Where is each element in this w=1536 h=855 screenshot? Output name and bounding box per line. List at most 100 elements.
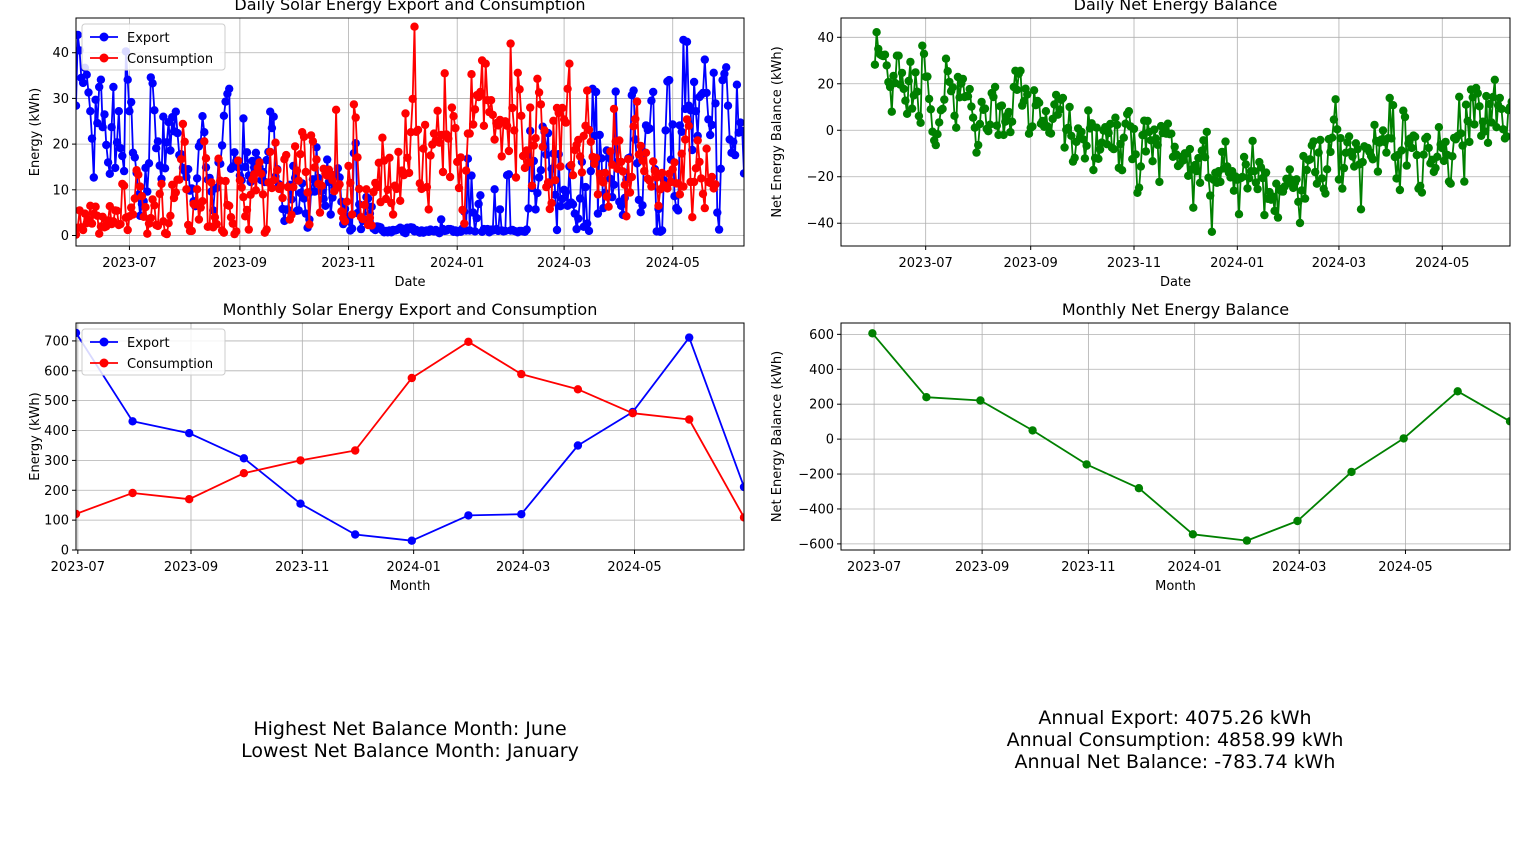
data-point [490,185,499,194]
data-point [328,193,337,202]
data-point [526,103,535,112]
data-point [611,87,620,96]
data-point [638,156,647,165]
data-point [1485,99,1494,109]
data-point [870,60,880,69]
data-point [718,75,727,85]
summary-annual: Annual Export: 4075.26 kWh Annual Consum… [905,707,1445,773]
data-point [76,328,81,338]
data-point [407,536,416,545]
data-point [941,54,951,63]
data-point [469,120,478,129]
highest-month-text: Highest Net Balance Month: June [253,718,567,740]
data-point [538,142,547,151]
chart-title: Daily Solar Energy Export and Consumptio… [234,0,585,14]
data-point [1019,97,1029,106]
data-point [440,69,449,78]
data-point [984,127,993,136]
data-point [162,229,171,239]
data-point [901,96,910,105]
data-point [1029,86,1039,95]
data-point [700,203,709,213]
data-point [137,192,147,201]
data-point [899,84,908,94]
series-line [874,31,1510,233]
data-point [1411,132,1420,141]
y-axis-label: Net Energy Balance (kWh) [770,351,785,522]
axes-frame [75,322,745,551]
data-point [1268,192,1278,201]
data-point [278,193,287,203]
y-tick-label: 30 [52,92,69,107]
data-point [1070,153,1079,163]
data-point [1321,189,1330,198]
data-point [1261,168,1271,177]
data-point [515,85,524,94]
data-point [561,118,571,127]
data-point [677,149,686,158]
data-point [1331,95,1340,104]
x-tick-label: 2023-09 [164,560,218,575]
data-point [474,199,483,209]
data-point [1505,103,1510,112]
data-point [586,137,595,146]
data-point [87,219,97,228]
data-point [470,227,480,236]
data-point [1194,153,1203,163]
data-point [689,77,699,87]
data-point [451,123,460,133]
data-point [568,200,578,209]
data-point [985,120,995,129]
data-point [1482,91,1491,101]
legend-label: Export [127,336,170,351]
x-tick-label: 2024-01 [386,560,440,575]
data-point [198,197,207,206]
data-point [938,104,947,114]
data-point [720,69,729,78]
data-point [257,169,266,178]
data-point [628,409,637,418]
data-point [522,225,531,234]
data-point [168,180,177,189]
data-point [1416,181,1425,191]
data-point [685,415,694,424]
data-point [967,102,976,111]
data-point [914,111,924,121]
data-point [362,185,371,194]
data-point [1448,152,1457,161]
data-point [84,88,93,97]
data-point [1007,117,1017,126]
data-point [1256,163,1266,172]
data-point [1129,124,1139,134]
series-net-balance [870,28,1510,236]
data-point [1392,174,1401,183]
data-point [502,121,512,130]
legend-swatch-marker [99,337,109,347]
y-tick-label: 0 [826,433,834,448]
data-point [627,172,636,182]
data-point [1336,134,1345,143]
data-point [1285,165,1295,174]
data-point [636,208,645,217]
data-point [1150,125,1159,134]
data-point [511,173,521,182]
data-point [713,208,722,217]
data-point [1475,102,1484,111]
data-point [679,182,688,191]
data-point [513,68,522,78]
data-point [609,104,619,114]
data-point [1248,136,1257,146]
data-point [1322,165,1332,174]
data-point [221,97,230,106]
data-point [1043,122,1052,131]
data-point [745,120,753,128]
data-point [922,393,931,402]
data-point [636,141,645,151]
data-point [282,150,291,160]
legend: Export Consumption [81,23,226,71]
data-point [495,205,505,214]
data-point [702,144,711,153]
data-point [572,224,581,234]
data-point [358,214,367,224]
data-point [697,174,706,183]
